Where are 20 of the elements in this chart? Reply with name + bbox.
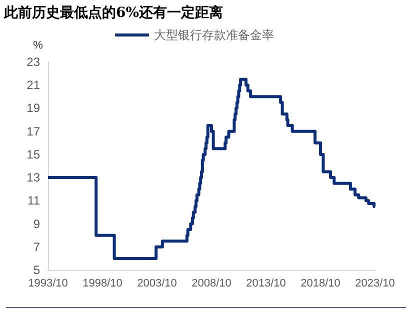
y-tick-label: 5 (33, 263, 40, 277)
y-tick-label: 11 (28, 194, 40, 208)
legend-label: 大型银行存款准备金率 (154, 28, 274, 42)
x-tick-label: 2013/10 (246, 278, 286, 290)
chart-title: 此前历史最低点的6%还有一定距离 (4, 4, 224, 22)
x-tick-label: 1998/10 (82, 278, 122, 290)
x-tick-label: 1993/10 (28, 278, 68, 290)
x-tick-label: 2003/10 (137, 278, 177, 290)
x-tick-label: 2023/10 (355, 278, 395, 290)
x-tick-label: 2018/10 (300, 278, 340, 290)
y-tick-label: 19 (26, 101, 40, 116)
y-tick-label: 23 (26, 55, 40, 69)
y-tick-label: 15 (26, 147, 40, 162)
y-tick-label: 17 (26, 124, 40, 138)
y-axis-title: % (33, 40, 44, 52)
y-tick-label: 21 (26, 78, 40, 92)
x-tick-label: 2008/10 (192, 278, 232, 290)
y-tick-label: 9 (33, 216, 40, 231)
y-tick-label: 13 (26, 170, 40, 185)
y-tick-label: 7 (33, 240, 40, 254)
